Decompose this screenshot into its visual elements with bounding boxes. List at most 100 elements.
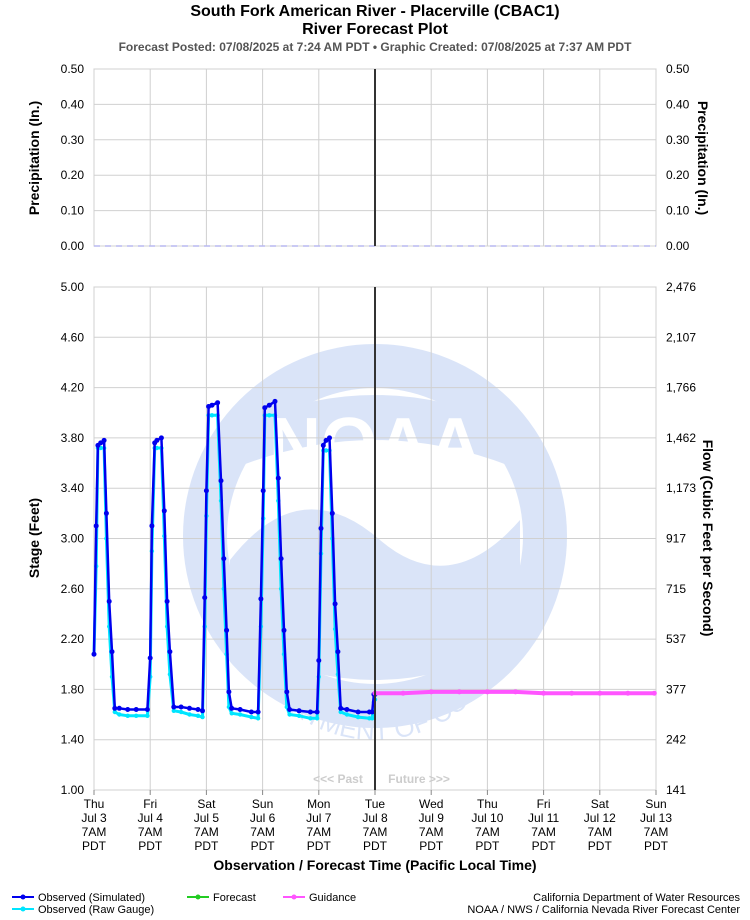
precip-ytick-right: 0.20 [666,168,690,182]
observed-simulated-series-point [272,398,278,404]
observed-simulated-series-point [218,478,224,484]
observed-simulated-series-point [133,707,139,712]
observed-simulated-series-point [164,598,170,604]
x-tick-label: Fri [537,797,551,811]
chart-subtitle: River Forecast Plot [302,21,448,38]
stage-ytick-label: 5.00 [61,280,85,294]
legend-forecast-label: Forecast [213,892,256,904]
flow-ytick-label: 2,107 [666,330,696,344]
credit-line-1: California Department of Water Resources [533,892,740,904]
x-tick-label: PDT [363,839,388,853]
observed-simulated-series-point [229,705,235,711]
observed-simulated-series-point [215,400,221,406]
x-tick-label: 7AM [644,825,669,839]
observed-simulated-series-point [93,523,99,529]
x-tick-label: PDT [419,839,444,853]
x-tick-label: Jul 8 [362,811,388,825]
observed-simulated-series-point [327,435,332,441]
x-tick-label: PDT [588,839,613,853]
legend-forecast: Forecast [187,892,256,904]
credit-line-2: NOAA / NWS / California Nevada River For… [467,904,740,916]
precip-ytick-left: 0.20 [61,168,85,182]
stage-ytick-label: 3.80 [61,431,85,445]
legend-observed-raw-label: Observed (Raw Gauge) [38,904,154,916]
guidance-series-point [651,690,657,696]
observed-simulated-series-point [187,705,192,711]
observed-simulated-series-point [144,707,150,712]
observed-simulated-series-point [147,655,153,661]
legend-guidance-label: Guidance [309,892,356,904]
flow-ytick-label: 1,173 [666,481,696,495]
guidance-series-point [513,689,518,695]
observed-simulated-series-point [332,601,338,607]
observed-simulated-series-point [125,707,131,712]
precip-ytick-right: 0.30 [666,133,690,147]
observed-simulated-series-point [260,488,266,494]
x-tick-label: PDT [532,839,557,853]
observed-simulated-series-point [329,510,335,516]
observed-simulated-series-point [200,708,205,714]
observed-raw-series-point [338,709,343,715]
x-tick-label: PDT [251,839,276,853]
observed-simulated-series-point [255,709,261,715]
observed-simulated-series-point [221,556,227,562]
stage-ytick-label: 4.60 [61,330,85,344]
x-tick-label: Jul 5 [194,811,220,825]
x-tick-label: 7AM [363,825,388,839]
observed-simulated-series-point [344,707,350,712]
observed-simulated-series-point [284,689,290,695]
stage-ytick-label: 1.00 [61,783,85,797]
x-tick-label: 7AM [194,825,219,839]
observed-simulated-series-point [167,649,173,655]
observed-simulated-series-point [154,437,160,443]
observed-simulated-series-point [314,709,320,715]
precip-ytick-left: 0.10 [61,204,85,218]
observed-simulated-series-point [338,705,344,711]
legend-observed-raw: Observed (Raw Gauge) [12,904,154,916]
observed-simulated-series-point [266,402,272,408]
flow-ytick-label: 1,766 [666,381,696,395]
stage-ytick-label: 1.80 [61,682,85,696]
observed-simulated-series-point [237,707,243,712]
guidance-series-point [569,690,575,696]
posted-info: Forecast Posted: 07/08/2025 at 7:24 AM P… [118,40,632,54]
x-tick-label: Mon [307,797,330,811]
observed-raw-series-point [171,708,176,713]
observed-simulated-series-point [209,402,215,408]
precip-ytick-right: 0.00 [666,239,690,253]
x-tick-label: 7AM [82,825,107,839]
x-tick-label: Jul 7 [306,811,332,825]
observed-simulated-series-point [296,708,302,714]
observed-simulated-series-point [202,595,208,601]
x-tick-label: 7AM [250,825,275,839]
x-tick-label: 7AM [306,825,331,839]
stage-ytick-label: 3.40 [61,481,85,495]
observed-simulated-series-point [320,442,326,448]
observed-simulated-series-point [258,596,264,602]
x-tick-label: PDT [475,839,500,853]
flow-ytick-label: 1,462 [666,431,696,445]
observed-raw-series-point [237,712,243,717]
precip-ytick-left: 0.00 [61,239,85,253]
x-tick-label: PDT [194,839,219,853]
x-tick-label: Jul 4 [138,811,164,825]
observed-simulated-series-point [171,704,177,710]
observed-raw-series-point [296,713,302,718]
observed-simulated-series-point [116,705,122,711]
observed-simulated-series-point [275,475,281,481]
x-tick-label: Jul 9 [419,811,445,825]
guidance-series-point [456,689,462,695]
x-tick-label: 7AM [531,825,556,839]
observed-simulated-series-point [224,627,230,633]
observed-raw-series-point [229,711,234,716]
observed-simulated-series-point [112,705,118,711]
x-axis-label: Observation / Forecast Time (Pacific Loc… [213,857,536,873]
past-label: <<< Past [313,772,363,786]
stage-ytick-label: 2.20 [61,632,85,646]
stage-ytick-label: 4.20 [61,381,85,395]
flow-axis-label: Flow (Cubic Feet per Second) [700,440,716,637]
guidance-series [372,689,657,696]
observed-raw-series-point [323,448,329,453]
x-tick-label: Thu [477,797,498,811]
x-tick-label: PDT [644,839,669,853]
